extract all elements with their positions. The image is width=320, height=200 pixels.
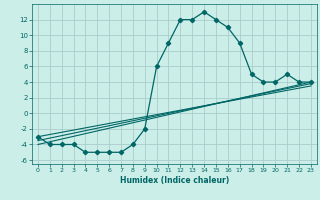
X-axis label: Humidex (Indice chaleur): Humidex (Indice chaleur) [120, 176, 229, 185]
